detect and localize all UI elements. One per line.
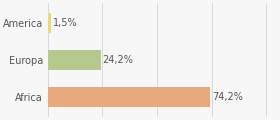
Text: 24,2%: 24,2%: [102, 55, 133, 65]
Bar: [48, 87, 210, 107]
Text: 1,5%: 1,5%: [53, 18, 78, 28]
Text: 74,2%: 74,2%: [212, 92, 242, 102]
Bar: [48, 13, 51, 33]
Bar: [48, 50, 101, 70]
